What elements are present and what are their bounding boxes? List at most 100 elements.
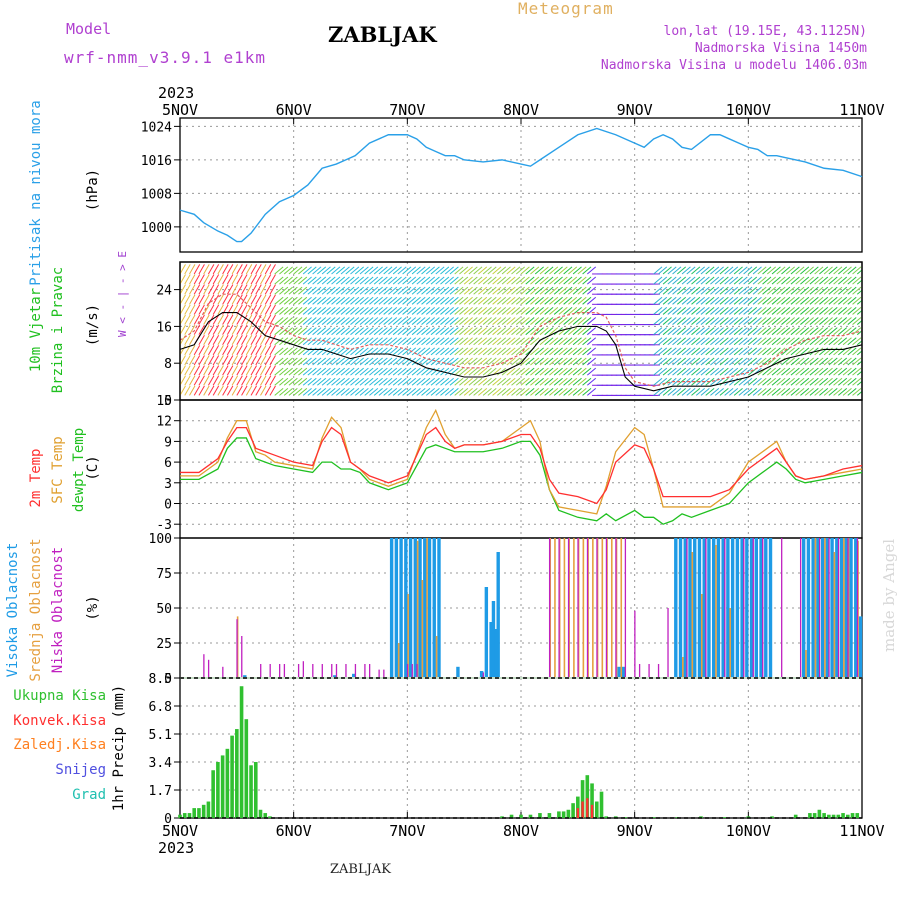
wind-barb	[293, 286, 303, 295]
wind-barb	[577, 337, 587, 346]
wind-barb	[809, 296, 819, 305]
wind-barb	[189, 385, 196, 396]
wind-barb	[217, 324, 224, 335]
wind-barb	[681, 306, 691, 315]
high-cloud-bar	[491, 601, 496, 678]
wind-barb	[421, 387, 431, 396]
mid-cloud-bar	[833, 552, 836, 678]
wind-barb	[534, 317, 544, 325]
wind-barb	[719, 327, 729, 336]
wind-barb	[354, 327, 364, 336]
wind-barb	[189, 345, 196, 356]
wind-barb	[553, 357, 563, 366]
wind-barb	[326, 286, 336, 295]
wind-barb	[312, 276, 322, 285]
wind-barb	[350, 357, 360, 366]
wind-barb	[539, 306, 549, 315]
wind-barb	[549, 337, 559, 346]
wind-barb	[672, 276, 682, 285]
wind-barb	[738, 347, 748, 356]
wind-barb	[577, 286, 587, 295]
wind-barb	[658, 367, 668, 376]
wind-barb	[729, 306, 739, 315]
wind-barb	[193, 365, 201, 376]
wind-barb	[260, 284, 267, 295]
wind-barb	[411, 327, 421, 336]
high-cloud-bar	[858, 616, 863, 678]
wind-barb	[658, 306, 668, 315]
wind-barb	[260, 274, 267, 285]
wind-barb	[203, 345, 210, 356]
wind-barb	[823, 276, 833, 285]
wind-barb	[302, 286, 312, 295]
wind-barb	[260, 335, 267, 346]
high-cloud-bar	[674, 538, 678, 678]
wind-barb	[506, 317, 516, 325]
wind-barb	[572, 387, 582, 396]
wind-barb	[298, 286, 308, 295]
wind-barb	[501, 317, 511, 325]
wind-barb	[193, 385, 201, 396]
wind-barb	[837, 377, 848, 386]
wind-barb	[459, 317, 469, 325]
wind-barb	[340, 317, 350, 325]
wind-barb	[264, 314, 272, 325]
precip-total-bar	[519, 814, 523, 818]
wind-barb	[440, 357, 450, 366]
wind-barb	[217, 294, 224, 305]
wind-barb	[345, 286, 355, 295]
wind-barb	[496, 317, 507, 325]
wind-barb	[515, 337, 526, 346]
wind-barb	[847, 266, 857, 275]
wind-barb	[658, 286, 668, 295]
wind-barb	[568, 286, 578, 295]
wind-barb	[852, 347, 862, 356]
wind-barb	[653, 327, 663, 336]
wind-barb	[269, 335, 276, 346]
wind-barb	[795, 276, 805, 285]
wind-barb	[804, 276, 814, 285]
wind-barb	[582, 347, 592, 356]
y-tick-label: 1008	[141, 187, 172, 202]
wind-barb	[388, 266, 398, 275]
wind-barb	[738, 327, 748, 336]
wind-barb	[833, 296, 843, 305]
wind-barb	[710, 306, 720, 315]
wind-barb	[364, 266, 374, 275]
wind-barb	[563, 377, 573, 386]
wind-barb	[766, 266, 777, 275]
wind-barb	[473, 327, 483, 336]
wind-barb	[245, 375, 253, 386]
x-tick-label-bottom: 11NOV	[839, 822, 884, 840]
wind-barb	[814, 347, 824, 356]
precip-total-bar	[192, 808, 197, 818]
high-cloud-bar	[835, 538, 839, 678]
wind-barb	[260, 304, 267, 315]
wind-barb	[350, 367, 360, 376]
wind-barb	[785, 266, 795, 275]
wind-barb	[733, 286, 743, 295]
wind-barb	[193, 345, 201, 356]
wind-barb	[279, 306, 289, 315]
wind-barb	[184, 385, 191, 396]
wind-barb	[743, 317, 753, 325]
mid-cloud-bar	[592, 538, 594, 678]
wind-barb	[203, 284, 210, 295]
wind-barb	[236, 385, 243, 396]
wind-barb	[274, 306, 284, 315]
wind-barb	[800, 276, 810, 285]
wind-barb	[331, 317, 341, 325]
wind-barb	[814, 337, 824, 346]
wind-barb	[724, 337, 734, 346]
wind-barb	[487, 266, 497, 275]
wind-barb	[269, 345, 276, 356]
wind-barb	[496, 306, 507, 315]
high-cloud-bar	[437, 538, 441, 678]
wind-barb	[544, 266, 554, 275]
wind-barb	[691, 296, 701, 305]
precip-total-bar	[651, 817, 656, 818]
wind-barb	[345, 317, 355, 325]
wind-barb	[506, 337, 516, 346]
wind-barb	[738, 266, 748, 275]
wind-barb	[515, 286, 526, 295]
